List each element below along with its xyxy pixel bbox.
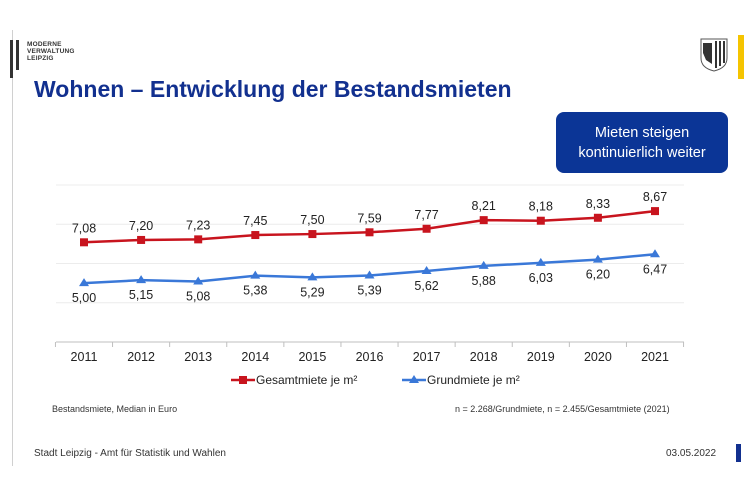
data-point [308,230,317,239]
leipzig-crest-icon [700,38,728,72]
callout-line: kontinuierlich weiter [578,144,706,161]
data-point [307,272,318,281]
data-point [651,207,659,216]
data-label: 5,88 [472,274,496,288]
data-label: 7,23 [186,218,210,232]
data-point [535,257,546,266]
data-point [592,254,603,263]
data-point [593,213,602,222]
logo-icon [10,40,19,78]
data-point [79,278,89,287]
data-label: 7,20 [129,219,153,233]
line-chart: 2011 2012 2013 2014 2015 2016 2017 2018 2019 2020… [54,184,685,387]
logo-line: VERWALTUNG [27,48,75,55]
x-tick-label: 2012 [127,350,155,364]
callout-line: Mieten steigen [594,124,690,141]
data-label: 7,50 [300,213,324,227]
data-label: 8,33 [586,197,610,211]
x-tick-label: 2017 [413,350,441,364]
data-point [137,235,146,244]
data-point [80,238,88,247]
legend-label-gesamtmiete: Gesamtmiete je m² [256,373,357,387]
data-point [364,270,375,279]
data-label: 6,20 [586,268,610,282]
data-point [194,235,203,244]
legend-label-grundmiete: Grundmiete je m² [427,373,520,387]
sample-size-note: n = 2.268/Grundmiete, n = 2.455/Gesamtmi… [455,404,670,414]
data-point [536,216,545,225]
data-point [421,265,432,274]
callout-box: Mieten steigen kontinuierlich weiter [556,112,728,173]
x-tick-label: 2014 [241,350,269,364]
data-label: 6,03 [529,271,553,285]
footer-date: 03.05.2022 [666,448,717,459]
data-label: 5,15 [129,288,153,302]
data-label: 8,67 [643,190,667,204]
x-tick-label: 2013 [184,350,212,364]
chart-note: Bestandsmiete, Median in Euro [52,404,178,414]
data-point [650,249,660,258]
page-title: Wohnen – Entwicklung der Bestandsmieten [34,76,512,102]
data-label: 5,39 [357,283,381,297]
x-tick-label: 2011 [71,350,98,364]
data-label: 5,62 [414,279,438,293]
data-label: 5,38 [243,284,267,298]
accent-bar [738,35,744,79]
data-label: 8,21 [472,199,496,213]
data-point [479,216,488,225]
data-label: 7,77 [414,208,438,222]
x-tick-label: 2016 [356,350,384,364]
data-label: 7,59 [357,211,381,225]
data-point [365,228,374,237]
data-label: 7,45 [243,214,267,228]
footer-organization: Stadt Leipzig - Amt für Statistik und Wa… [34,448,226,459]
x-tick-label: 2020 [584,350,612,364]
data-point [422,224,431,233]
logo-text: MODERNE VERWALTUNG LEIPZIG [27,41,75,62]
data-point [193,276,204,285]
x-tick-label: 2018 [470,350,498,364]
legend-marker-grundmiete [409,375,419,383]
data-point [251,231,260,240]
data-label: 5,08 [186,290,210,304]
x-tick-label: 2015 [298,350,326,364]
logo-line: LEIPZIG [27,55,54,62]
data-point [136,275,147,284]
data-label: 7,08 [72,221,96,235]
data-point [250,270,261,279]
footer-accent-bar [736,444,741,462]
series-line-grundmiete [83,253,656,285]
logo-line: MODERNE [27,41,62,48]
data-label: 8,18 [529,200,553,214]
legend-marker-gesamtmiete [239,376,247,384]
data-point [478,260,489,269]
data-label: 5,00 [72,291,96,305]
data-label: 6,47 [643,262,667,276]
x-tick-label: 2019 [527,350,555,364]
left-divider [12,30,13,466]
x-tick-label: 2021 [641,350,669,364]
data-label: 5,29 [300,285,324,299]
